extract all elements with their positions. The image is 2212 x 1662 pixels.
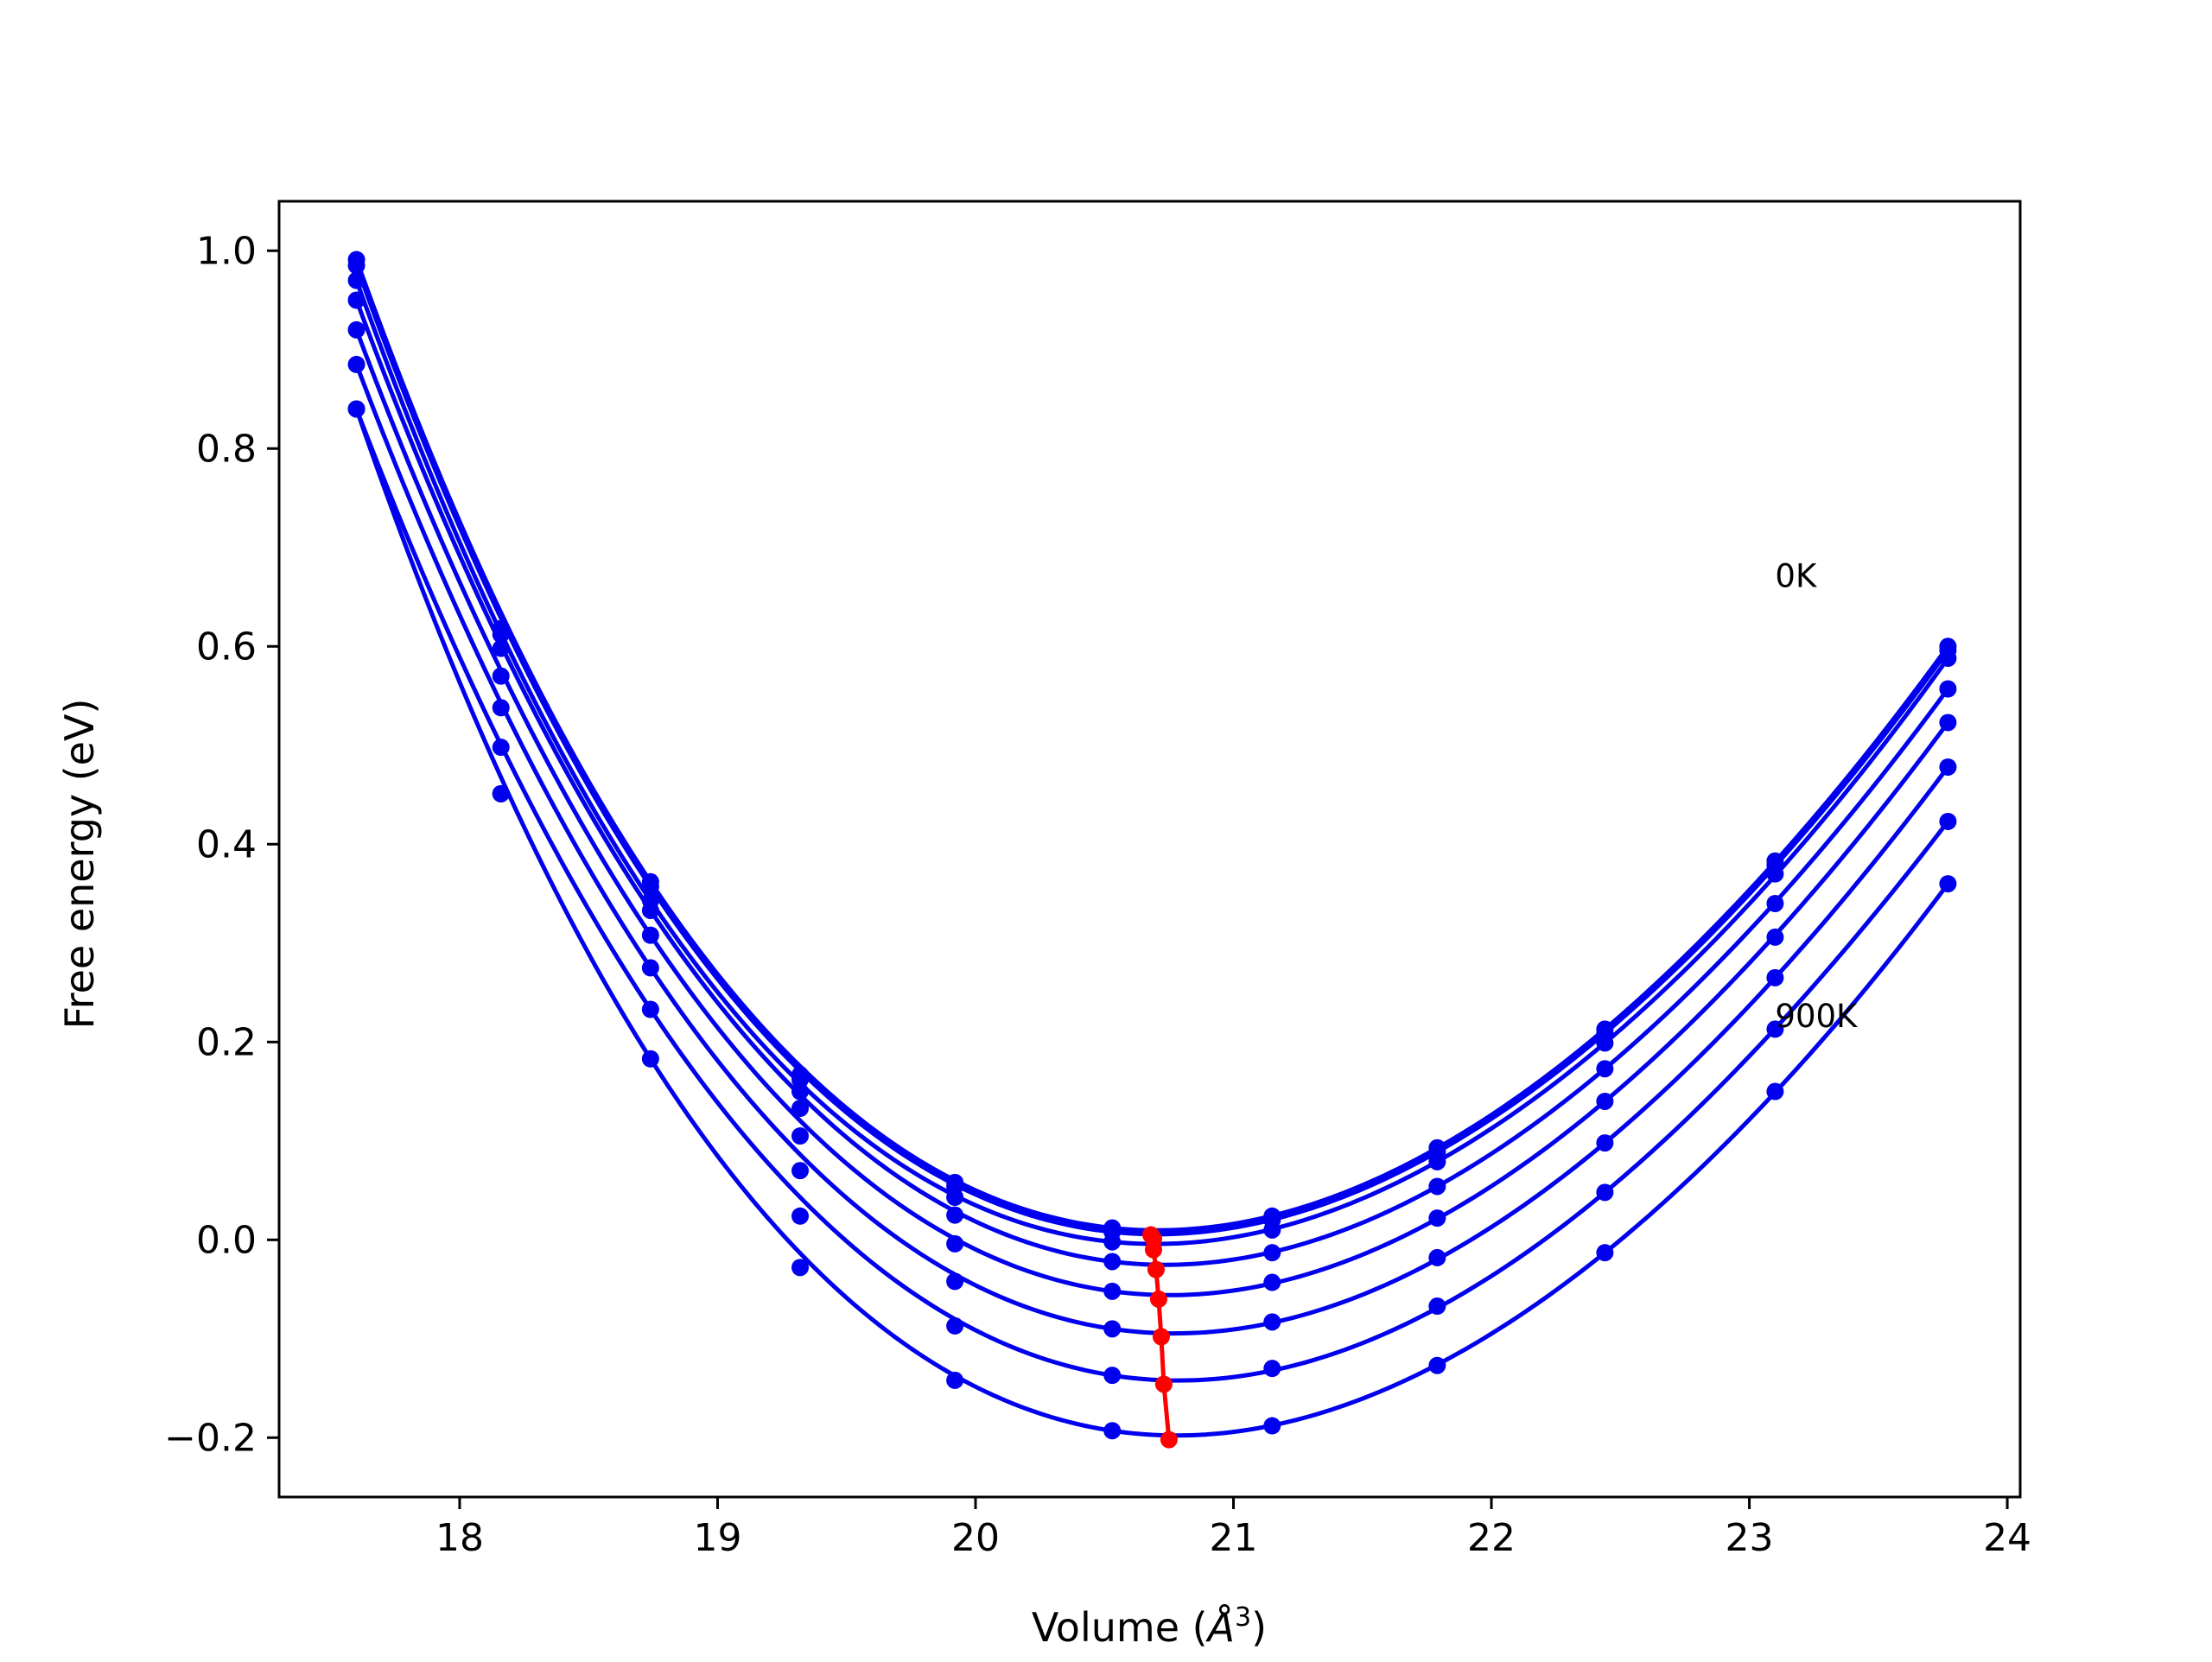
data-point-s6-p5 [1103, 1367, 1122, 1385]
y-tick-label: −0.2 [164, 1416, 257, 1460]
data-point-s7-p8 [1596, 1244, 1614, 1262]
data-point-s3-p3 [791, 1100, 810, 1117]
data-point-s1-p3 [791, 1070, 810, 1088]
data-point-s6-p2 [641, 1000, 659, 1018]
data-point-s3-p4 [946, 1206, 964, 1224]
x-tick-label: 22 [1467, 1516, 1516, 1560]
data-point-s3-p8 [1596, 1060, 1614, 1078]
y-tick-label: 0.4 [196, 822, 257, 866]
annotations: 0K 900K [1775, 558, 1859, 1036]
data-point-s3-p5 [1103, 1253, 1122, 1271]
y-axis-label: Free energy (eV) [56, 699, 103, 1030]
data-point-s5-p7 [1428, 1248, 1446, 1266]
y-axis: −0.2 0.0 0.2 0.4 0.6 0.8 1.0 [164, 229, 279, 1460]
data-point-s7-p5 [1103, 1422, 1122, 1440]
data-point-s2-p7 [1428, 1152, 1446, 1170]
data-point-s5-p10 [1939, 758, 1957, 776]
data-point-s7-p9 [1766, 1082, 1784, 1101]
data-point-s5-p4 [946, 1272, 964, 1291]
y-tick-label: 0.2 [196, 1020, 257, 1064]
y-tick-label: 0.6 [196, 625, 257, 669]
x-tick-label: 24 [1983, 1516, 2031, 1560]
x-tick-label: 18 [435, 1516, 484, 1560]
temperature-annotation-1: 900K [1775, 998, 1859, 1035]
data-point-s7-p7 [1428, 1356, 1446, 1374]
data-point-s5-p0 [347, 355, 365, 373]
data-point-s2-p6 [1263, 1221, 1281, 1239]
data-point-s4-p2 [641, 926, 659, 944]
data-point-s4-p4 [946, 1234, 964, 1253]
data-point-s6-p9 [1766, 1020, 1784, 1038]
minimum-point-4 [1149, 1290, 1167, 1308]
data-point-s4-p8 [1596, 1092, 1614, 1110]
minimum-point-7 [1160, 1430, 1178, 1449]
data-point-s2-p9 [1766, 865, 1784, 883]
data-point-s1-p0 [347, 257, 365, 275]
data-point-s5-p6 [1263, 1313, 1281, 1331]
data-point-s7-p10 [1939, 875, 1957, 893]
data-point-s4-p6 [1263, 1273, 1281, 1291]
data-point-s7-p1 [492, 784, 510, 802]
data-point-s6-p6 [1263, 1360, 1281, 1378]
data-point-s6-p8 [1596, 1183, 1614, 1202]
y-tick-label: 0.0 [196, 1218, 257, 1262]
data-point-s4-p9 [1766, 928, 1784, 946]
free-energy-curve-7 [354, 408, 1950, 1438]
data-point-s3-p9 [1766, 894, 1784, 912]
data-point-s5-p9 [1766, 968, 1784, 986]
data-point-s3-p2 [641, 901, 659, 919]
x-tick-label: 21 [1210, 1516, 1258, 1560]
data-point-s5-p3 [791, 1162, 810, 1180]
data-point-s7-p6 [1263, 1417, 1281, 1435]
data-point-s6-p3 [791, 1207, 810, 1225]
data-point-s4-p3 [791, 1127, 810, 1145]
data-point-s7-p2 [641, 1050, 659, 1068]
data-point-s6-p4 [946, 1316, 964, 1335]
data-point-s4-p7 [1428, 1209, 1446, 1227]
data-point-s2-p4 [946, 1189, 964, 1207]
data-point-s4-p5 [1103, 1282, 1122, 1300]
x-axis-label: Volume (Å3) [1032, 1602, 1267, 1651]
data-point-s3-p7 [1428, 1177, 1446, 1196]
x-axis: 18 19 20 21 22 23 24 [435, 1497, 2031, 1560]
data-point-s3-p6 [1263, 1244, 1281, 1262]
x-tick-label: 20 [951, 1516, 1000, 1560]
minimum-point-3 [1147, 1260, 1165, 1278]
plot-frame [277, 200, 2022, 1499]
free-energy-curve-5 [354, 364, 1950, 1336]
data-point-s2-p0 [347, 271, 365, 289]
free-energy-curve-6 [354, 408, 1950, 1383]
x-tick-label: 19 [693, 1516, 741, 1560]
x-tick-label: 23 [1726, 1516, 1774, 1560]
data-point-s2-p3 [791, 1082, 810, 1101]
y-tick-label: 0.8 [196, 427, 257, 471]
data-point-s5-p8 [1596, 1134, 1614, 1152]
data-point-s2-p5 [1103, 1233, 1122, 1251]
y-tick-label: 1.0 [196, 229, 257, 273]
data-point-s2-p10 [1939, 650, 1957, 668]
minimum-point-2 [1144, 1240, 1162, 1259]
data-point-s6-p7 [1428, 1297, 1446, 1316]
data-point-s3-p0 [347, 291, 365, 309]
minimum-point-5 [1152, 1328, 1170, 1346]
minimum-point-6 [1154, 1375, 1173, 1393]
data-point-s4-p10 [1939, 714, 1957, 732]
data-point-s2-p8 [1596, 1034, 1614, 1052]
data-point-s5-p2 [641, 959, 659, 977]
plot-area [347, 251, 1957, 1449]
data-point-s7-p4 [946, 1371, 964, 1389]
data-point-s6-p10 [1939, 812, 1957, 830]
data-point-s7-p3 [791, 1259, 810, 1277]
data-point-s5-p5 [1103, 1320, 1122, 1338]
data-point-s4-p0 [347, 320, 365, 339]
data-point-s3-p10 [1939, 680, 1957, 698]
temperature-annotation-0: 0K [1775, 558, 1818, 595]
data-point-s7-p0 [347, 400, 365, 418]
